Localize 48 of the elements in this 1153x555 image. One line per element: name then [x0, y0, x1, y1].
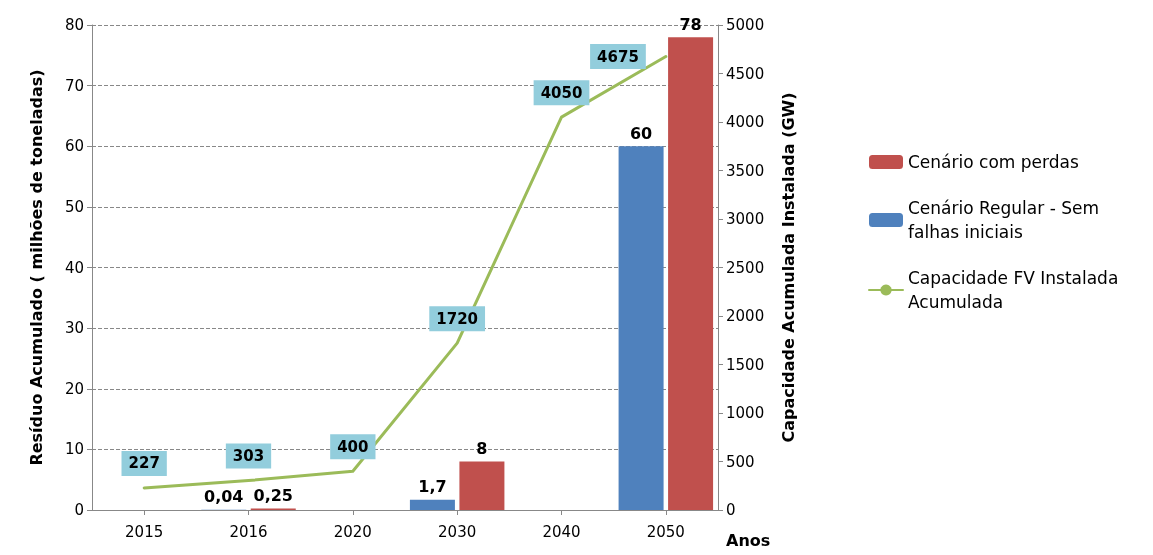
data-label: 1,7: [418, 477, 447, 497]
y2-tick-label: 2500: [726, 258, 765, 277]
y-tick-label: 80: [64, 16, 84, 34]
data-label: 4050: [540, 83, 583, 102]
data-label: 8: [476, 439, 488, 458]
data-label: 400: [337, 437, 369, 456]
data-label: 1720: [436, 309, 479, 328]
y2-tick-label: 500: [726, 452, 755, 471]
x-tick-label: 2015: [125, 522, 164, 541]
y-tick-label: 10: [64, 440, 84, 459]
y2-tick-label: 4500: [726, 64, 765, 83]
y2-tick-label: 4000: [726, 113, 765, 131]
data-label: 227: [128, 454, 160, 473]
y2-tick-label: 3000: [726, 210, 765, 228]
y-tick-label: 60: [64, 137, 84, 156]
data-label: 78: [679, 14, 702, 34]
data-label: 0,25: [253, 485, 293, 505]
y2-tick-label: 1500: [726, 355, 765, 374]
y-axis-title: Resíduo Acumulado ( milhões de toneladas): [26, 69, 46, 466]
x-tick-label: 2020: [333, 522, 372, 541]
data-label: 4675: [597, 47, 639, 66]
y2-tick-label: 5000: [726, 16, 765, 34]
data-label: 303: [232, 447, 265, 466]
y2-axis-title: Capacidade Acumulada Instalada (GW): [778, 92, 798, 443]
x-tick-label: 2040: [542, 522, 581, 541]
bar: [409, 499, 455, 510]
legend-label: Cenário com perdas: [908, 152, 1079, 172]
data-label: 60: [629, 123, 653, 143]
y2-tick-label: 2000: [726, 307, 765, 325]
y2-tick-label: 3500: [726, 161, 765, 180]
y-tick-label: 40: [64, 258, 84, 277]
y2-tick-label: 0: [726, 501, 736, 519]
y2-tick-label: 1000: [726, 404, 765, 422]
x-axis-title: Anos: [726, 530, 771, 550]
x-tick-label: 2030: [438, 522, 477, 541]
y-tick-label: 20: [64, 379, 84, 398]
x-tick-label: 2050: [646, 522, 685, 541]
bar: [459, 461, 505, 510]
y-tick-label: 70: [64, 76, 84, 95]
data-label: 0,04: [204, 487, 244, 507]
y-tick-label: 30: [64, 319, 84, 338]
bar: [618, 146, 664, 510]
legend-label: Cenário Regular - Sem falhas iniciais: [908, 198, 1105, 242]
x-tick-label: 2016: [229, 522, 268, 541]
y-tick-label: 50: [64, 197, 84, 216]
y-tick-label: 0: [74, 501, 84, 519]
bar: [668, 37, 714, 510]
legend-label: Capacidade FV Instalada Acumulada: [908, 268, 1124, 312]
